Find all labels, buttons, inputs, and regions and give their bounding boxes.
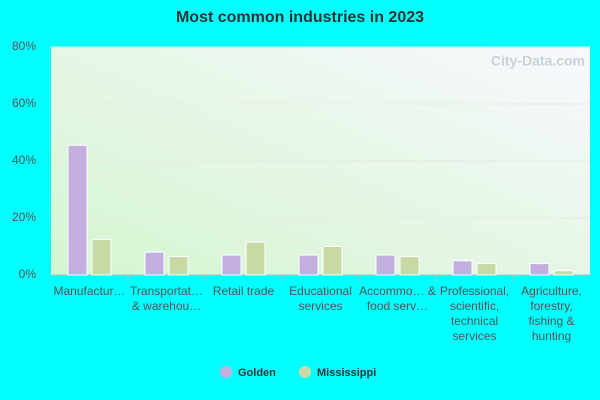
bar	[452, 260, 473, 276]
bar	[245, 241, 266, 276]
x-tick-label: Educational services	[289, 284, 352, 313]
bar	[91, 238, 112, 276]
bar	[144, 251, 165, 276]
legend-swatch	[299, 366, 311, 378]
x-tick-label: Professional, scientific, technical serv…	[439, 284, 510, 343]
bar	[67, 144, 88, 276]
bar	[322, 246, 343, 276]
x-tick-label: Transportat… & warehou…	[130, 284, 203, 313]
y-tick-label: 80%	[12, 39, 36, 53]
x-tick-label: Accommo… & food serv…	[359, 284, 436, 313]
bar	[476, 263, 497, 276]
y-tick-label: 0%	[19, 267, 37, 281]
legend-swatch	[220, 366, 232, 378]
legend-label: Golden	[238, 367, 276, 379]
chart-title: Most common industries in 2023	[176, 9, 424, 26]
bar	[529, 263, 550, 276]
bar	[375, 254, 396, 276]
x-tick-label: Agriculture, forestry, fishing & hunting	[521, 284, 582, 343]
bar	[553, 270, 574, 276]
y-tick-label: 20%	[12, 210, 36, 224]
watermark: City-Data.com	[491, 53, 585, 69]
bar	[221, 254, 242, 276]
bar	[168, 255, 189, 276]
bar	[399, 255, 420, 276]
y-tick-label: 40%	[12, 153, 36, 167]
bar	[298, 254, 319, 276]
legend-label: Mississippi	[317, 367, 376, 379]
y-tick-label: 60%	[12, 96, 36, 110]
x-tick-label: Retail trade	[212, 284, 275, 298]
x-tick-label: Manufactur…	[53, 284, 126, 298]
